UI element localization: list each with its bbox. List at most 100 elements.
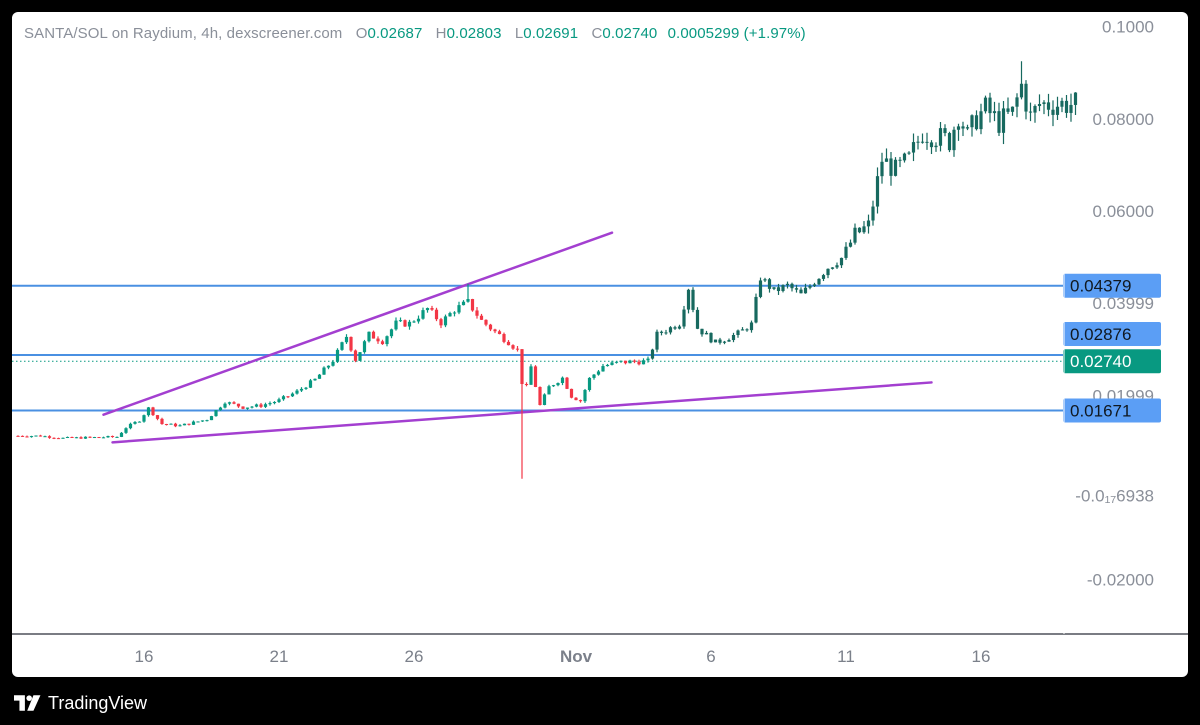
candle-body bbox=[893, 159, 898, 176]
candle-body bbox=[641, 360, 646, 365]
candle-body bbox=[668, 327, 673, 333]
candle-body bbox=[551, 385, 556, 387]
candle-body bbox=[578, 400, 583, 402]
legend-open: 0.02687 bbox=[367, 25, 423, 42]
legend-low-key: L bbox=[514, 25, 524, 42]
candle-body bbox=[916, 141, 920, 143]
trendline-upper[interactable] bbox=[102, 231, 614, 416]
candle-body bbox=[817, 278, 821, 285]
candle-body bbox=[178, 425, 182, 427]
candle-body bbox=[286, 396, 290, 398]
candle-body bbox=[605, 364, 610, 367]
candle-body bbox=[272, 401, 277, 404]
price-tag-label: 0.04379 bbox=[1070, 277, 1131, 296]
candle-body bbox=[367, 331, 371, 342]
candle-body bbox=[70, 436, 74, 438]
candle-body bbox=[844, 246, 848, 258]
candle-body bbox=[587, 377, 592, 390]
price-tag-0.01671[interactable] bbox=[1063, 398, 1161, 423]
chart-panel[interactable]: 0.1000 0.08000 0.06000 0.03999 0.01999 -0.0₁₇… bbox=[12, 12, 1188, 677]
y-tick-label: 0.08000 bbox=[1093, 110, 1154, 129]
price-tag-0.04379[interactable] bbox=[1063, 273, 1161, 298]
candle-body bbox=[358, 352, 362, 361]
candle-body bbox=[947, 133, 952, 151]
candle-body bbox=[808, 285, 812, 288]
candle-body bbox=[479, 315, 484, 320]
candle-body bbox=[38, 435, 43, 437]
legend-low: 0.02691 bbox=[523, 25, 579, 42]
candle-body bbox=[214, 410, 218, 417]
price-tag-0.02740[interactable] bbox=[1063, 349, 1161, 374]
candle-body bbox=[974, 115, 979, 130]
candle-body bbox=[434, 309, 439, 320]
candle-body bbox=[857, 227, 862, 233]
candle-body bbox=[911, 142, 916, 153]
candle-body bbox=[83, 436, 88, 439]
price-chart[interactable]: 0.10000.080000.060000.039990.01999-0.0₁₇… bbox=[12, 12, 1188, 677]
candle-body bbox=[862, 226, 866, 233]
candle-body bbox=[236, 403, 241, 407]
tradingview-logo-icon[interactable] bbox=[14, 695, 42, 711]
candle-body bbox=[34, 435, 38, 437]
candle-body bbox=[416, 318, 421, 322]
candle-body bbox=[934, 145, 938, 148]
candle-body bbox=[632, 360, 637, 362]
candle-body bbox=[772, 287, 776, 289]
candle-body bbox=[943, 128, 947, 134]
candle-body bbox=[839, 257, 844, 266]
candle-body bbox=[74, 437, 79, 439]
candle-body bbox=[196, 421, 200, 423]
candle-body bbox=[938, 128, 943, 146]
price-tag-0.02876[interactable] bbox=[1063, 321, 1161, 346]
candle-body bbox=[511, 345, 515, 349]
candle-body bbox=[794, 288, 799, 290]
candle-body bbox=[740, 329, 745, 331]
candle-body bbox=[790, 283, 794, 289]
candle-body bbox=[160, 418, 164, 425]
candle-body bbox=[713, 339, 718, 343]
candle-body bbox=[326, 365, 331, 368]
candle-body bbox=[830, 267, 835, 269]
candle-body bbox=[803, 287, 808, 294]
candle-body bbox=[646, 358, 650, 361]
candle-body bbox=[187, 423, 191, 425]
candle-body bbox=[493, 329, 497, 332]
candle-body bbox=[457, 305, 461, 313]
candle-body bbox=[101, 437, 106, 439]
x-tick-label: 21 bbox=[270, 647, 289, 666]
candle-body bbox=[106, 435, 110, 438]
legend-symbol: SANTA/SOL on Raydium, 4h, dexscreener.co… bbox=[24, 25, 343, 42]
candle-body bbox=[398, 320, 403, 322]
candle-body bbox=[1069, 104, 1073, 113]
candles-layer bbox=[16, 61, 1078, 479]
candle-body bbox=[47, 436, 52, 438]
candle-body bbox=[520, 349, 524, 385]
candle-body bbox=[961, 126, 965, 129]
candle-body bbox=[322, 367, 326, 375]
legend-close-key: C bbox=[591, 25, 603, 42]
candle-body bbox=[488, 324, 493, 330]
chart-legend: SANTA/SOL on Raydium, 4h, dexscreener.co… bbox=[24, 25, 806, 42]
candle-body bbox=[254, 404, 259, 407]
candle-body bbox=[889, 158, 893, 176]
candle-body bbox=[16, 435, 20, 437]
candle-body bbox=[439, 319, 443, 326]
candle-body bbox=[263, 404, 268, 407]
tradingview-wordmark[interactable]: TradingView bbox=[48, 692, 148, 713]
candle-body bbox=[650, 349, 655, 359]
candle-body bbox=[835, 265, 839, 268]
legend-open-key: O bbox=[355, 25, 368, 42]
y-tick-label: 0.06000 bbox=[1093, 202, 1154, 221]
candle-body bbox=[115, 436, 119, 438]
candle-body bbox=[448, 313, 452, 317]
candle-body bbox=[290, 393, 295, 397]
candle-body bbox=[25, 436, 29, 438]
candle-body bbox=[898, 159, 902, 161]
candle-body bbox=[250, 406, 254, 408]
candle-body bbox=[763, 279, 767, 281]
legend-high: 0.02803 bbox=[446, 25, 502, 42]
candle-body bbox=[79, 437, 83, 439]
candle-body bbox=[317, 374, 322, 379]
legend-close: 0.02740 bbox=[602, 25, 658, 42]
